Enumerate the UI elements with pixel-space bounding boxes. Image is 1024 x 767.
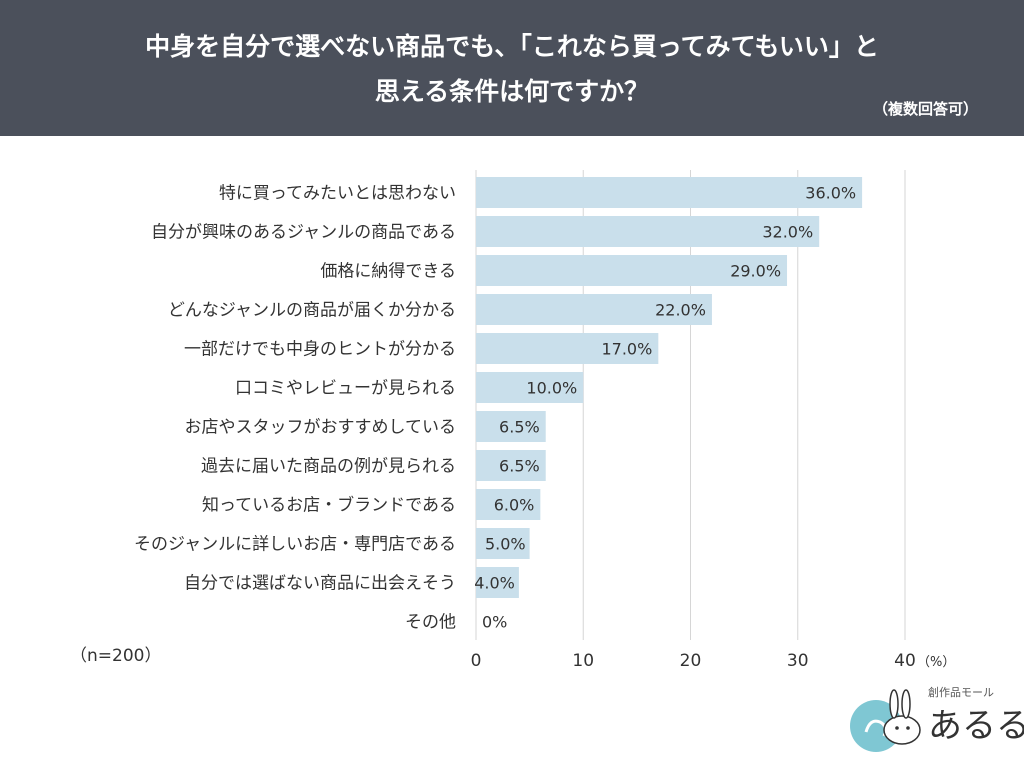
category-label: 過去に届いた商品の例が見られる — [201, 457, 456, 477]
category-label: 口コミやレビューが見られる — [235, 379, 456, 399]
logo-wordmark: あるる — [928, 706, 1024, 746]
sample-size-note: （n=200） — [70, 646, 162, 666]
bar — [476, 216, 820, 247]
bar — [476, 255, 788, 286]
value-label: 32.0% — [762, 223, 813, 242]
category-label: 価格に納得できる — [320, 262, 456, 282]
bar — [476, 333, 659, 364]
chart-title: 中身を自分で選べない商品でも、「これなら買ってみてもいい」と 思える条件は何です… — [0, 24, 1024, 114]
value-label: 5.0% — [485, 535, 526, 554]
bar — [476, 450, 546, 481]
category-label: 一部だけでも中身のヒントが分かる — [184, 340, 456, 360]
value-label: 17.0% — [601, 340, 652, 359]
bar — [476, 411, 546, 442]
bar — [476, 372, 584, 403]
chart-title-line-2: 思える条件は何ですか？ — [374, 77, 650, 106]
chart-title-line-1: 中身を自分で選べない商品でも、「これなら買ってみてもいい」と — [145, 32, 879, 61]
value-label: 29.0% — [730, 262, 781, 281]
bar — [476, 528, 530, 559]
title-banner: 中身を自分で選べない商品でも、「これなら買ってみてもいい」と 思える条件は何です… — [0, 0, 1024, 136]
bar — [476, 177, 863, 208]
value-label: 6.5% — [499, 418, 540, 437]
brand-logo: 創作品モール あるる — [848, 684, 1024, 756]
value-label: 36.0% — [805, 184, 856, 203]
x-tick-label: 10 — [572, 651, 594, 671]
category-label: その他 — [405, 613, 456, 633]
category-label: 特に買ってみたいとは思わない — [219, 184, 456, 204]
x-tick-label: 0 — [471, 651, 482, 671]
category-label: 自分では選ばない商品に出会えそう — [184, 574, 456, 594]
x-tick-label: 20 — [680, 651, 702, 671]
bar — [476, 489, 541, 520]
value-label: 6.5% — [499, 457, 540, 476]
rabbit-logo-icon — [850, 689, 921, 752]
multiple-answer-note: （複数回答可） — [872, 100, 978, 118]
value-label: 0% — [482, 613, 507, 632]
x-axis-unit-label: （%） — [917, 655, 955, 670]
logo-kicker-text: 創作品モール — [928, 686, 994, 699]
category-label: そのジャンルに詳しいお店・専門店である — [134, 535, 456, 555]
value-label: 6.0% — [494, 496, 535, 515]
x-tick-label: 40 — [894, 651, 916, 671]
bar — [476, 567, 519, 598]
value-label: 10.0% — [526, 379, 577, 398]
bar — [476, 294, 712, 325]
category-label: お店やスタッフがおすすめしている — [185, 418, 457, 438]
category-label: どんなジャンルの商品が届くか分かる — [168, 301, 456, 321]
value-label: 4.0% — [474, 574, 515, 593]
category-label: 自分が興味のあるジャンルの商品である — [151, 223, 456, 243]
value-label: 22.0% — [655, 301, 706, 320]
category-label: 知っているお店・ブランドである — [202, 495, 456, 516]
x-tick-label: 30 — [787, 651, 809, 671]
